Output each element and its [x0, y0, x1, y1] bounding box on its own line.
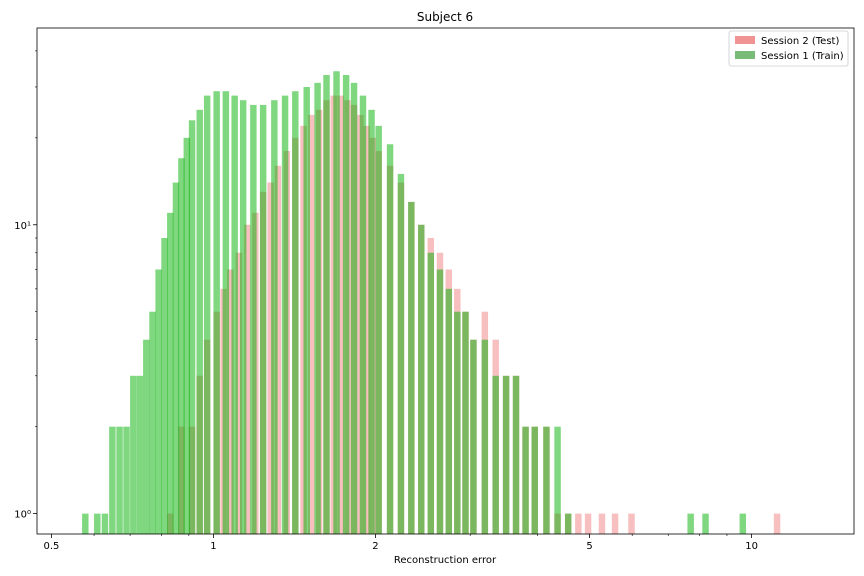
x-axis-label: Reconstruction error	[394, 555, 497, 566]
x-tick-label: 5	[586, 541, 592, 552]
y-tick-label: 10¹	[14, 221, 31, 232]
chart-title: Subject 6	[417, 10, 473, 24]
histogram-bar	[314, 82, 321, 534]
histogram-bar	[375, 125, 382, 535]
histogram-bar	[239, 100, 247, 535]
histogram-bar	[213, 91, 220, 535]
histogram-bar	[172, 182, 180, 534]
histogram-bar	[337, 95, 344, 535]
histogram-bar	[303, 86, 310, 535]
histogram-bar	[250, 104, 257, 534]
histogram-bar	[575, 513, 582, 534]
legend-swatch-train	[735, 51, 755, 59]
histogram-bar	[445, 288, 453, 534]
histogram-bar	[281, 95, 289, 535]
legend-label-test: Session 2 (Test)	[761, 36, 839, 47]
x-tick-label: 2	[372, 541, 378, 552]
histogram-bar	[350, 82, 358, 534]
histogram-bar	[397, 173, 405, 534]
histogram-bar	[143, 339, 150, 534]
legend-frame	[728, 30, 849, 67]
histogram-bar	[271, 100, 278, 535]
legend-swatch-test	[735, 36, 755, 44]
histogram-bar	[123, 426, 130, 534]
legend-label-train: Session 1 (Train)	[761, 51, 844, 62]
histogram-bar	[342, 75, 350, 534]
histogram-bar	[323, 75, 330, 534]
x-tick-label: 0.5	[44, 541, 60, 552]
plot-frame	[36, 27, 855, 535]
histogram-bar	[183, 137, 191, 534]
histogram-bar	[244, 224, 251, 534]
histogram-bar	[408, 201, 415, 534]
histogram-bar	[116, 426, 123, 534]
histogram-bar	[267, 182, 274, 534]
histogram-bar	[188, 120, 196, 534]
histogram-bar	[101, 513, 109, 534]
histogram-bar	[333, 71, 340, 534]
histogram-bar	[492, 375, 499, 534]
y-tick-label: 10⁰	[14, 510, 31, 521]
histogram-bar	[149, 311, 156, 534]
histogram-bar	[136, 375, 144, 534]
histogram-bar	[359, 95, 367, 535]
histogram-bar	[462, 311, 469, 534]
histogram-bar	[522, 426, 529, 534]
histogram-bar	[512, 375, 520, 534]
histogram-bar	[611, 513, 619, 534]
histogram-bar	[109, 426, 116, 534]
y-axis: 10⁰ 10¹	[14, 50, 37, 521]
histogram-bar	[773, 513, 781, 534]
histogram-bar	[531, 426, 538, 534]
histogram-bar	[502, 375, 510, 534]
histogram-bar	[554, 426, 561, 534]
histogram-bar	[259, 104, 267, 534]
histogram-bar	[231, 95, 238, 535]
histogram-bar	[130, 375, 137, 534]
histogram-bar	[386, 144, 394, 534]
histogram-bar	[454, 311, 461, 534]
plot-area	[82, 71, 781, 535]
histogram-bar	[564, 513, 572, 534]
histogram-bar	[222, 91, 230, 535]
histogram-bar	[178, 158, 185, 534]
series-1	[82, 71, 747, 535]
histogram-bar	[82, 513, 89, 534]
histogram-bar	[598, 513, 606, 534]
histogram-bar	[543, 426, 550, 534]
x-axis: 0.5 1 2 5 10	[44, 534, 758, 552]
histogram-bar	[161, 237, 168, 535]
histogram-bar	[274, 165, 282, 534]
histogram-bar	[292, 91, 299, 535]
histogram-bar	[363, 125, 370, 535]
histogram-bar	[628, 513, 635, 534]
x-tick-label: 10	[745, 541, 758, 552]
histogram-bar	[235, 252, 243, 534]
histogram-bar	[227, 269, 234, 534]
legend: Session 2 (Test) Session 1 (Train)	[728, 30, 849, 67]
histogram-bar	[368, 109, 375, 534]
histogram-bar	[155, 269, 162, 534]
histogram-bar	[702, 513, 709, 534]
histogram-bar	[167, 212, 174, 534]
x-tick-label: 1	[210, 541, 216, 552]
histogram-bar	[308, 114, 315, 534]
histogram-bar	[418, 224, 425, 534]
histogram-bar	[203, 95, 211, 535]
histogram-bar	[436, 269, 444, 534]
histogram-bar	[584, 513, 592, 534]
histogram-bar	[481, 339, 489, 534]
histogram-bar	[196, 109, 203, 534]
histogram-bar	[94, 513, 101, 534]
histogram-bar	[470, 339, 477, 534]
histogram-bar	[687, 513, 694, 534]
histogram-bar	[739, 513, 747, 534]
histogram-bar	[427, 252, 435, 534]
